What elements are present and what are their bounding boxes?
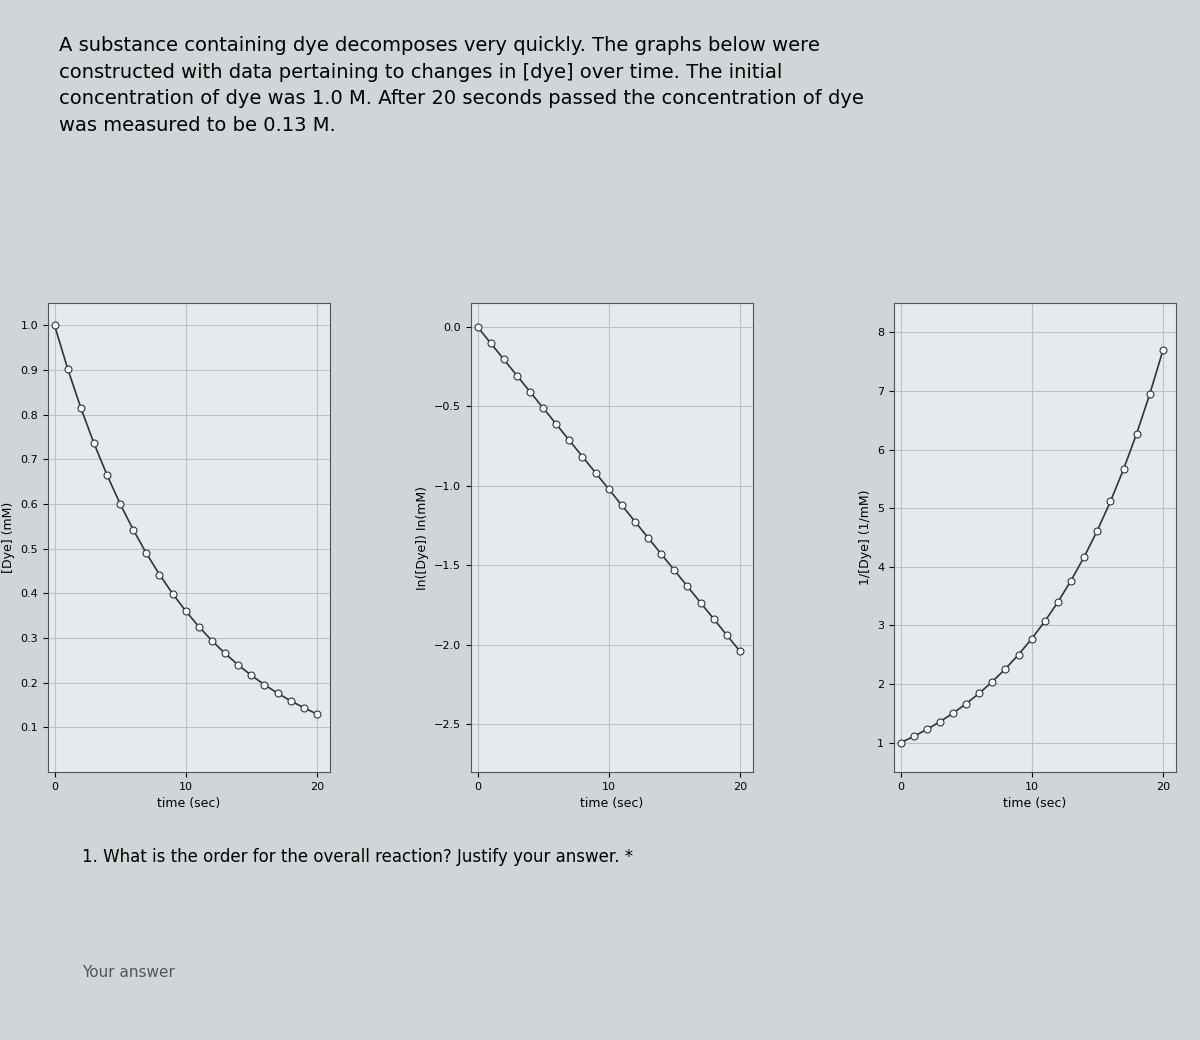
X-axis label: time (sec): time (sec) <box>157 798 221 810</box>
Y-axis label: [Dye] (mM): [Dye] (mM) <box>2 502 14 573</box>
Text: A substance containing dye decomposes very quickly. The graphs below were
constr: A substance containing dye decomposes ve… <box>59 36 864 134</box>
X-axis label: time (sec): time (sec) <box>1003 798 1067 810</box>
Text: Your answer: Your answer <box>82 964 175 980</box>
Y-axis label: 1/[Dye] (1/mM): 1/[Dye] (1/mM) <box>858 490 871 586</box>
Y-axis label: In([Dye]) In(mM): In([Dye]) In(mM) <box>415 486 428 590</box>
X-axis label: time (sec): time (sec) <box>581 798 643 810</box>
Text: 1. What is the order for the overall reaction? Justify your answer. *: 1. What is the order for the overall rea… <box>82 848 634 865</box>
